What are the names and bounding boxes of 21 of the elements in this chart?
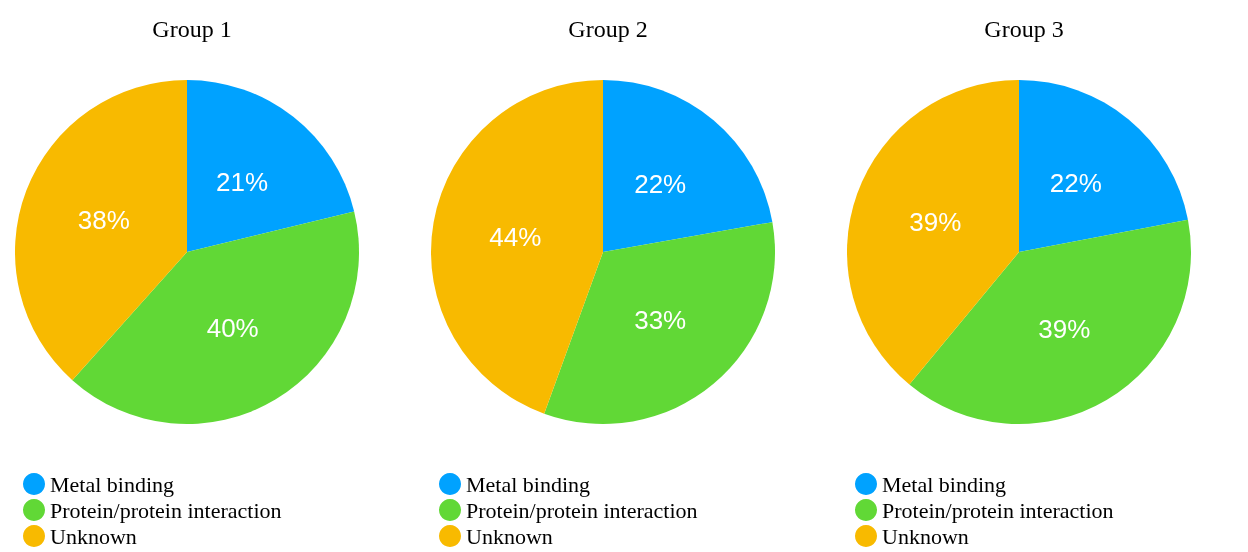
legend-label: Unknown: [882, 523, 969, 549]
chart-title: Group 2: [568, 16, 648, 42]
legend-label: Protein/protein interaction: [466, 497, 698, 523]
legend-label: Protein/protein interaction: [50, 497, 282, 523]
legend-label: Protein/protein interaction: [882, 497, 1114, 523]
legend-label: Metal binding: [882, 471, 1007, 497]
legend-label: Unknown: [50, 523, 137, 549]
legend-label: Unknown: [466, 523, 553, 549]
data-label: 21%: [215, 167, 269, 198]
data-label: 40%: [206, 313, 259, 344]
legend-label: Metal binding: [50, 471, 175, 497]
chart-title: Group 1: [152, 16, 232, 42]
data-label: 39%: [909, 206, 962, 237]
legend-label: Metal binding: [466, 471, 591, 497]
data-label: 44%: [489, 221, 542, 252]
data-label: 22%: [634, 168, 687, 199]
data-label: 38%: [77, 205, 130, 236]
data-label: 33%: [634, 305, 687, 336]
data-label: 22%: [1049, 168, 1102, 199]
chart-title: Group 3: [984, 16, 1064, 42]
data-label: 39%: [1038, 313, 1091, 344]
